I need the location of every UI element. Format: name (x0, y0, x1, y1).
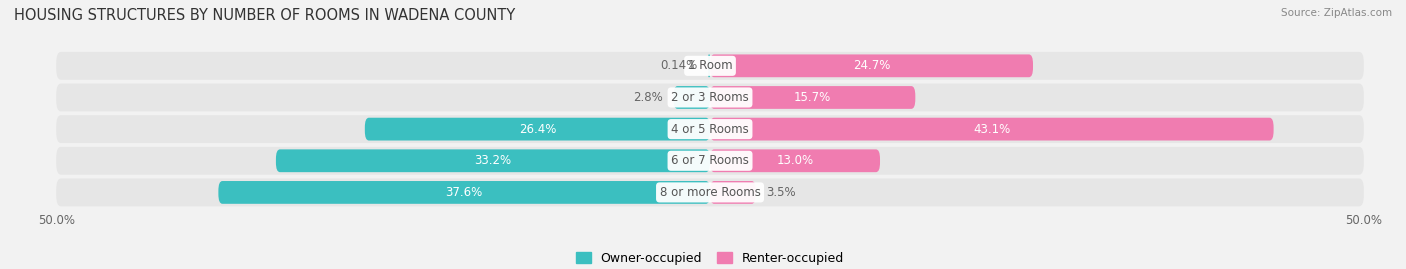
Text: 13.0%: 13.0% (776, 154, 814, 167)
Text: 1 Room: 1 Room (688, 59, 733, 72)
FancyBboxPatch shape (56, 84, 1364, 111)
FancyBboxPatch shape (710, 54, 1033, 77)
Text: 24.7%: 24.7% (853, 59, 890, 72)
Text: 6 or 7 Rooms: 6 or 7 Rooms (671, 154, 749, 167)
FancyBboxPatch shape (276, 149, 710, 172)
FancyBboxPatch shape (56, 147, 1364, 175)
FancyBboxPatch shape (709, 54, 710, 77)
Text: 33.2%: 33.2% (474, 154, 512, 167)
Legend: Owner-occupied, Renter-occupied: Owner-occupied, Renter-occupied (575, 252, 845, 265)
FancyBboxPatch shape (218, 181, 710, 204)
Text: 2.8%: 2.8% (633, 91, 664, 104)
FancyBboxPatch shape (710, 86, 915, 109)
FancyBboxPatch shape (56, 52, 1364, 80)
Text: HOUSING STRUCTURES BY NUMBER OF ROOMS IN WADENA COUNTY: HOUSING STRUCTURES BY NUMBER OF ROOMS IN… (14, 8, 516, 23)
Text: 3.5%: 3.5% (766, 186, 796, 199)
Text: 4 or 5 Rooms: 4 or 5 Rooms (671, 123, 749, 136)
Text: 2 or 3 Rooms: 2 or 3 Rooms (671, 91, 749, 104)
Text: 37.6%: 37.6% (446, 186, 482, 199)
FancyBboxPatch shape (56, 179, 1364, 206)
Text: 26.4%: 26.4% (519, 123, 557, 136)
Text: Source: ZipAtlas.com: Source: ZipAtlas.com (1281, 8, 1392, 18)
FancyBboxPatch shape (673, 86, 710, 109)
FancyBboxPatch shape (710, 149, 880, 172)
Text: 15.7%: 15.7% (794, 91, 831, 104)
Text: 43.1%: 43.1% (973, 123, 1011, 136)
FancyBboxPatch shape (710, 181, 756, 204)
Text: 8 or more Rooms: 8 or more Rooms (659, 186, 761, 199)
FancyBboxPatch shape (710, 118, 1274, 140)
FancyBboxPatch shape (364, 118, 710, 140)
FancyBboxPatch shape (56, 115, 1364, 143)
Text: 0.14%: 0.14% (661, 59, 697, 72)
